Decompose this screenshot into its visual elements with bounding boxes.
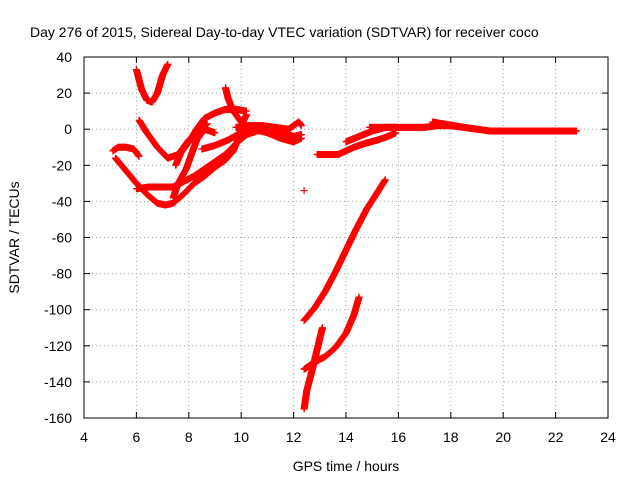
x-tick-label: 12 — [286, 429, 302, 445]
data-point — [242, 107, 250, 115]
data-points — [109, 60, 581, 413]
x-axis-title: GPS time / hours — [293, 458, 400, 474]
data-point — [135, 152, 143, 160]
data-point — [318, 324, 326, 332]
x-tick-label: 10 — [233, 429, 249, 445]
data-point — [211, 129, 219, 137]
y-axis-title: SDTVAR / TECUs — [6, 181, 22, 293]
data-series — [135, 116, 211, 162]
y-tick-label: -80 — [52, 266, 72, 282]
data-series — [109, 143, 143, 160]
data-point — [473, 125, 481, 133]
data-point — [573, 127, 581, 135]
plot-frame — [83, 56, 609, 419]
data-series — [232, 118, 305, 133]
y-tick-label: -60 — [52, 230, 72, 246]
data-series — [250, 125, 305, 146]
data-point — [297, 134, 305, 142]
x-tick-label: 14 — [338, 429, 354, 445]
y-tick-label: -100 — [44, 302, 72, 318]
data-point — [297, 122, 305, 130]
data-series — [300, 176, 389, 325]
data-series — [169, 125, 219, 202]
data-series — [300, 324, 326, 413]
y-tick-label: -20 — [52, 157, 72, 173]
y-tick-label: 40 — [56, 49, 72, 65]
axis-ticks: 4 6 8 10 12 14 16 18 20 22 24 40 20 0 -20 -40 -60 -80 -100… — [44, 49, 616, 445]
grid — [84, 57, 608, 418]
y-tick-label: -140 — [44, 374, 72, 390]
x-tick-label: 6 — [133, 429, 141, 445]
data-point — [164, 60, 172, 68]
x-tick-label: 4 — [80, 429, 88, 445]
x-tick-label: 22 — [548, 429, 564, 445]
y-tick-label: -160 — [44, 410, 72, 426]
data-series — [428, 118, 481, 133]
x-tick-label: 20 — [495, 429, 511, 445]
data-series — [300, 293, 363, 373]
data-point — [203, 120, 211, 128]
data-series — [111, 111, 250, 209]
data-series — [300, 187, 308, 195]
y-tick-label: -40 — [52, 193, 72, 209]
x-tick-label: 24 — [600, 429, 616, 445]
y-tick-label: -120 — [44, 338, 72, 354]
y-tick-label: 0 — [64, 121, 72, 137]
data-point — [381, 176, 389, 184]
y-tick-label: 20 — [56, 85, 72, 101]
x-tick-label: 8 — [185, 429, 193, 445]
data-series — [313, 129, 400, 158]
x-tick-label: 16 — [391, 429, 407, 445]
data-point — [355, 293, 363, 301]
chart-title: Day 276 of 2015, Sidereal Day-to-day VTE… — [30, 24, 539, 40]
data-series — [132, 60, 172, 106]
data-point — [300, 187, 308, 195]
x-tick-label: 18 — [443, 429, 459, 445]
